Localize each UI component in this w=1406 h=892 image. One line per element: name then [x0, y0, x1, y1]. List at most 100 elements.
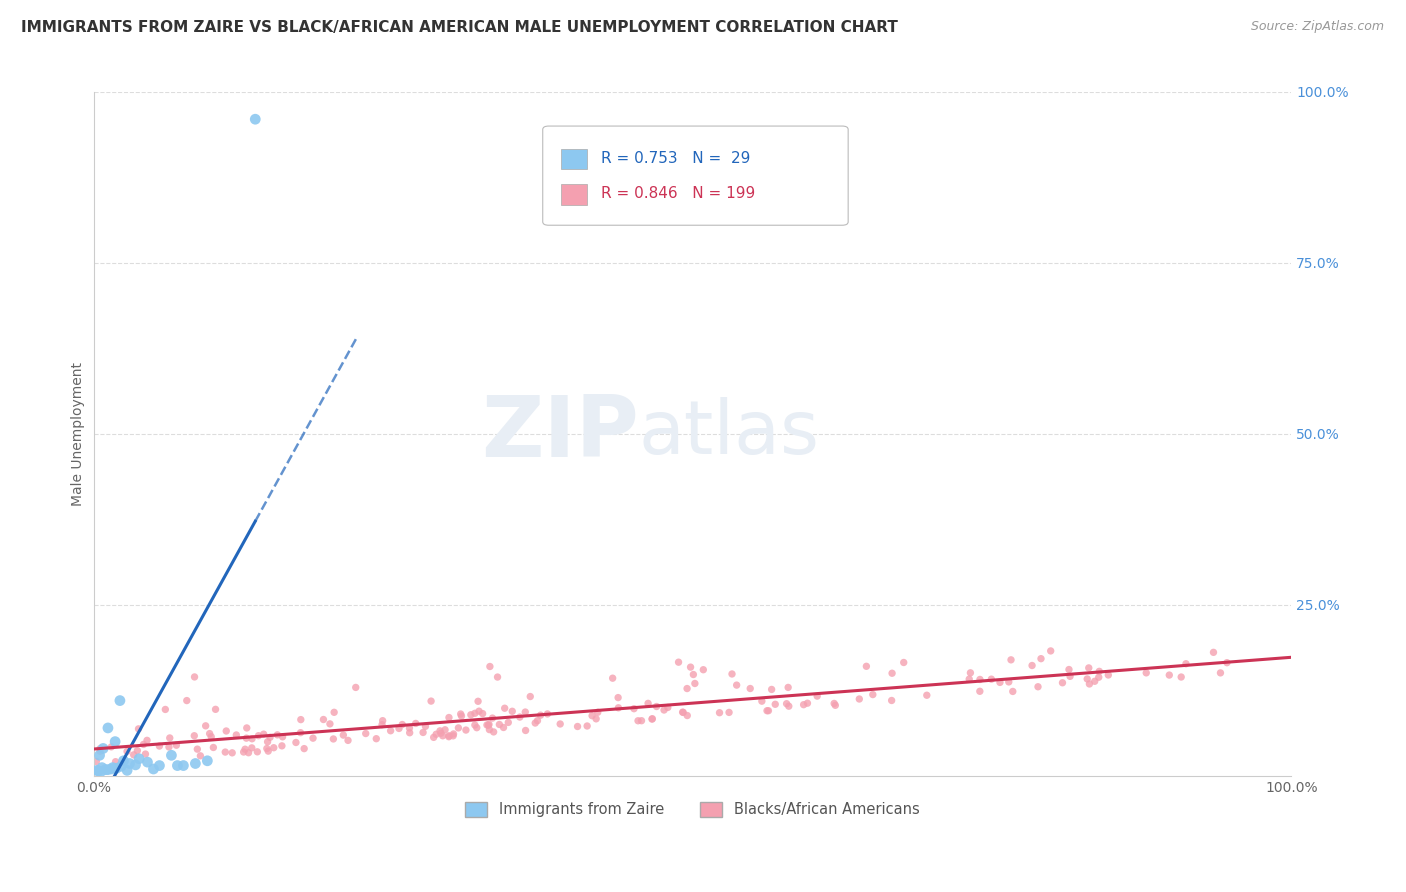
Point [104, 734, 127, 748]
Point [718, 706, 741, 720]
Point [388, 722, 411, 736]
Point [893, 656, 915, 670]
Point [166, 758, 188, 772]
Point [437, 729, 460, 743]
Point [1078, 677, 1101, 691]
Point [672, 705, 695, 719]
Point [415, 719, 437, 733]
Point [257, 744, 280, 758]
Point [709, 706, 731, 720]
Point [692, 663, 714, 677]
Point [233, 742, 256, 756]
Point [536, 706, 558, 721]
Text: Source: ZipAtlas.com: Source: ZipAtlas.com [1250, 20, 1384, 33]
Point [682, 667, 704, 681]
Point [94, 763, 117, 777]
Point [778, 699, 800, 714]
Point [1039, 644, 1062, 658]
Point [672, 706, 695, 720]
Point [637, 697, 659, 711]
Point [115, 764, 138, 778]
Point [112, 754, 135, 768]
Point [778, 681, 800, 695]
Point [118, 756, 141, 771]
Point [725, 678, 748, 692]
Point [515, 723, 537, 738]
Point [190, 748, 212, 763]
Point [482, 725, 505, 739]
Point [371, 714, 394, 728]
Point [176, 693, 198, 707]
Point [855, 659, 877, 673]
Point [221, 746, 243, 760]
Point [344, 681, 367, 695]
Point [97, 721, 120, 735]
Point [214, 745, 236, 759]
Point [641, 712, 664, 726]
Point [266, 728, 288, 742]
Point [105, 761, 128, 775]
Point [524, 716, 547, 731]
Point [132, 738, 155, 752]
Point [740, 681, 762, 696]
Point [668, 655, 690, 669]
Point [679, 660, 702, 674]
Point [471, 706, 494, 721]
Point [602, 671, 624, 685]
Point [492, 721, 515, 735]
Point [548, 717, 571, 731]
Point [494, 701, 516, 715]
Point [501, 704, 523, 718]
Point [110, 759, 132, 773]
Point [128, 752, 150, 766]
Point [460, 707, 482, 722]
Point [89, 741, 111, 756]
Point [380, 723, 402, 738]
Point [89, 744, 111, 758]
Point [880, 693, 903, 707]
Point [245, 112, 267, 127]
Point [322, 731, 344, 746]
Point [1026, 680, 1049, 694]
Point [159, 731, 181, 745]
Point [498, 715, 520, 730]
Point [1088, 665, 1111, 679]
Point [915, 688, 938, 702]
Point [1021, 658, 1043, 673]
Point [425, 727, 447, 741]
Point [290, 713, 312, 727]
Point [645, 699, 668, 714]
Point [478, 717, 501, 731]
Point [366, 731, 388, 746]
Point [441, 729, 464, 743]
Point [256, 741, 278, 756]
Point [478, 723, 501, 737]
Point [290, 725, 312, 739]
Point [761, 682, 783, 697]
Point [97, 763, 120, 777]
Point [323, 706, 346, 720]
Point [1076, 672, 1098, 686]
Point [398, 725, 420, 739]
Point [155, 702, 177, 716]
Point [240, 740, 263, 755]
Point [246, 745, 269, 759]
Point [235, 731, 257, 746]
Point [271, 739, 294, 753]
Point [136, 755, 159, 769]
Point [959, 665, 981, 680]
Point [676, 681, 699, 696]
Point [486, 670, 509, 684]
Point [475, 718, 498, 732]
Point [225, 728, 247, 742]
Point [148, 758, 170, 772]
Point [302, 731, 325, 746]
Point [957, 672, 980, 686]
Point [90, 764, 112, 779]
Point [398, 721, 420, 735]
Point [202, 740, 225, 755]
Point [1052, 675, 1074, 690]
Point [1001, 684, 1024, 698]
Point [337, 733, 360, 747]
Point [607, 690, 630, 705]
